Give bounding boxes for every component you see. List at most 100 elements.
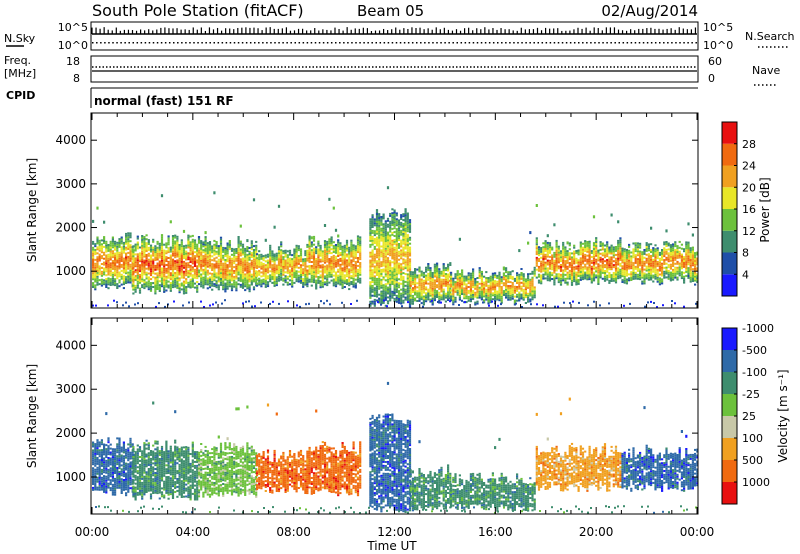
echo-cell <box>215 286 218 289</box>
echo-cell <box>312 253 316 256</box>
echo-cell <box>277 264 281 266</box>
echo-cell <box>103 253 106 256</box>
echo-cell <box>246 255 249 258</box>
echo-cell <box>334 285 338 288</box>
echo-cell <box>171 280 175 283</box>
nsearch-sample <box>472 42 475 44</box>
echo-cell <box>143 245 146 248</box>
echo-cell <box>354 257 357 259</box>
echo-cell <box>109 242 112 245</box>
echo-cell <box>260 275 263 278</box>
echo-cell <box>228 279 231 282</box>
echo-cell <box>129 236 132 239</box>
echo-cell <box>182 292 186 295</box>
echo-cell <box>566 258 569 260</box>
echo-cell <box>389 285 392 288</box>
echo-cell <box>411 277 414 280</box>
nsearch-sample <box>278 42 280 44</box>
echo-cell <box>498 273 501 276</box>
echo-cell <box>375 260 379 263</box>
nsearch-sample <box>124 42 126 44</box>
echo-cell <box>118 257 121 260</box>
echo-cell <box>178 285 181 288</box>
echo-cell <box>449 262 452 265</box>
echo-cell <box>185 278 188 281</box>
echo-cell <box>114 244 117 247</box>
echo-cell <box>304 283 307 286</box>
echo-cell <box>317 262 320 265</box>
echo-cell <box>100 245 103 248</box>
echo-cell <box>260 283 263 286</box>
echo-cell <box>149 268 153 271</box>
echo-cell <box>465 297 468 300</box>
echo-cell <box>103 267 106 270</box>
echo-cell <box>129 269 132 272</box>
echo-cell <box>348 276 351 279</box>
echo-cell <box>606 245 609 248</box>
echo-cell <box>348 256 351 259</box>
echo-cell <box>369 222 372 225</box>
echo-cell <box>427 272 430 275</box>
echo-cell <box>136 271 139 273</box>
echo-cell <box>444 275 447 277</box>
echo-cell <box>400 216 403 218</box>
echo-cell <box>200 281 203 284</box>
echo-cell <box>395 291 398 293</box>
echo-cell <box>614 257 618 260</box>
echo-cell <box>397 237 401 240</box>
echo-cell <box>375 254 379 257</box>
echo-cell <box>208 286 212 289</box>
echo-cell <box>233 256 236 259</box>
noise-tick-high-right: 10^5 <box>703 21 733 34</box>
echo-cell <box>255 270 259 273</box>
echo-cell <box>393 274 396 277</box>
echo-cell <box>472 278 475 281</box>
echo-cell <box>447 269 450 272</box>
echo-cell <box>527 277 530 280</box>
echo-cell <box>384 261 387 264</box>
echo-cell <box>319 264 322 267</box>
echo-cell <box>308 278 311 281</box>
echo-cell <box>382 250 385 253</box>
echo-cell <box>586 274 589 277</box>
echo-cell <box>154 264 157 267</box>
echo-cell <box>386 266 390 269</box>
echo-cell <box>395 279 398 282</box>
echo-cell <box>275 264 278 267</box>
echo-cell <box>143 259 146 262</box>
echo-cell <box>502 276 505 279</box>
nsearch-sample <box>197 42 199 44</box>
echo-cell <box>244 263 247 266</box>
echo-cell <box>369 218 372 221</box>
echo-cell <box>237 271 240 274</box>
echo-cell <box>297 255 300 257</box>
echo-cell <box>152 258 155 261</box>
echo-cell <box>579 276 582 279</box>
echo-cell <box>122 265 125 268</box>
echo-cell <box>94 286 97 289</box>
echo-cell <box>409 302 412 305</box>
echo-cell <box>189 241 192 244</box>
nsearch-sample <box>193 42 195 44</box>
echo-cell <box>204 267 207 270</box>
nsearch-sample <box>654 42 657 44</box>
echo-cell <box>169 276 172 279</box>
echo-cell <box>352 258 355 261</box>
echo-cell <box>308 255 311 258</box>
echo-cell <box>555 255 558 258</box>
echo-cell <box>454 277 457 280</box>
echo-cell <box>239 266 242 269</box>
nsearch-sample <box>407 42 410 44</box>
echo-cell <box>213 239 216 242</box>
echo-cell <box>461 277 464 280</box>
echo-cell <box>204 240 207 242</box>
echo-cell <box>169 289 172 292</box>
echo-cell <box>389 289 392 292</box>
echo-cell <box>404 247 407 250</box>
echo-cell <box>393 242 396 245</box>
echo-cell <box>149 283 153 286</box>
echo-cell <box>395 298 398 301</box>
echo-cell <box>122 243 125 246</box>
echo-cell <box>211 282 214 285</box>
echo-cell <box>408 227 412 229</box>
